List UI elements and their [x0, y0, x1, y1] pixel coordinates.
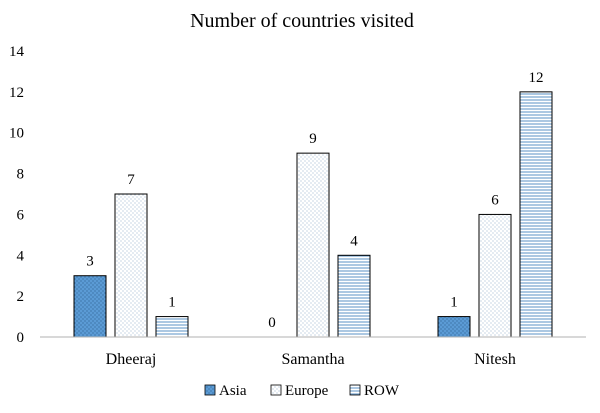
legend-label-row: ROW: [364, 383, 400, 399]
data-label-row-samantha: 4: [350, 233, 358, 249]
y-tick-label-12: 12: [9, 85, 24, 101]
x-category-label-samantha: Samantha: [281, 351, 344, 368]
y-tick-label-8: 8: [17, 167, 25, 183]
x-category-label-nitesh: Nitesh: [474, 351, 516, 368]
bar-asia-dheeraj: [73, 275, 107, 338]
y-tick-label-10: 10: [9, 126, 24, 142]
data-label-europe-dheeraj: 7: [127, 172, 135, 188]
x-category-label-dheeraj: Dheeraj: [106, 351, 157, 368]
bar-europe-nitesh: [478, 213, 512, 338]
y-axis: 0 2 4 6 8 10 12 14: [9, 44, 25, 346]
legend-label-asia: Asia: [219, 383, 247, 399]
data-label-europe-samantha: 9: [309, 131, 317, 147]
y-tick-label-6: 6: [17, 207, 25, 223]
bar-row-nitesh: [519, 91, 553, 338]
data-label-row-nitesh: 12: [529, 70, 544, 86]
legend-label-europe: Europe: [285, 383, 329, 399]
x-axis: Dheeraj Samantha Nitesh: [40, 336, 586, 368]
data-label-europe-nitesh: 6: [491, 192, 499, 208]
bar-europe-samantha: [296, 152, 330, 338]
chart-title: Number of countries visited: [190, 10, 414, 32]
legend-swatch-europe: [270, 384, 282, 396]
data-label-asia-samantha: 0: [268, 315, 276, 331]
legend: Asia Europe ROW: [204, 383, 400, 399]
data-label-row-dheeraj: 1: [168, 295, 176, 311]
bar-asia-nitesh: [437, 316, 471, 338]
legend-swatch-asia: [204, 384, 216, 396]
y-tick-label-4: 4: [17, 248, 25, 264]
bar-row-dheeraj: [155, 316, 189, 338]
data-label-asia-nitesh: 1: [450, 295, 458, 311]
bar-row-samantha: [337, 254, 371, 338]
bar-europe-dheeraj: [114, 193, 148, 338]
y-tick-label-0: 0: [17, 330, 25, 346]
data-labels-group: 3 7 1 0 9 4 1 6 12: [86, 70, 543, 331]
y-tick-label-2: 2: [17, 289, 25, 305]
data-label-asia-dheeraj: 3: [86, 254, 94, 270]
y-tick-label-14: 14: [9, 44, 25, 60]
bars-group: [73, 91, 553, 338]
legend-swatch-row: [349, 384, 361, 396]
